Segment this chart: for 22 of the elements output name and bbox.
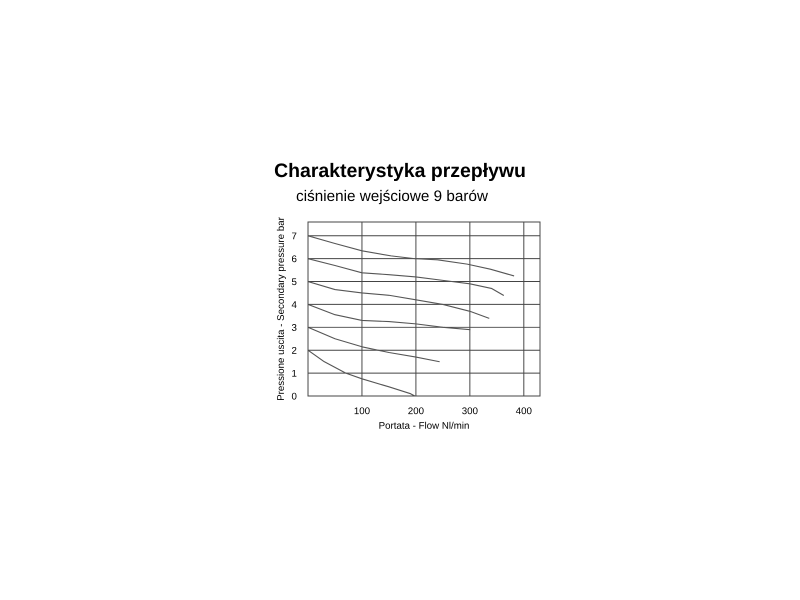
y-tick-label: 1 bbox=[292, 370, 296, 377]
y-tick-label: 2 bbox=[292, 346, 296, 354]
y-tick-label: 5 bbox=[292, 278, 296, 286]
x-tick-label: 200 bbox=[408, 407, 424, 414]
y-tick-label: 3 bbox=[292, 324, 296, 331]
line-series bbox=[308, 350, 416, 396]
y-tick-label: 6 bbox=[292, 255, 296, 262]
chart-subtitle: ciśnienie wejściowe 9 barów bbox=[296, 190, 488, 204]
chart-title: Charakterystyka przepływu bbox=[274, 162, 525, 182]
x-tick-label: 100 bbox=[354, 407, 370, 414]
y-tick-label: 0 bbox=[292, 392, 297, 400]
x-axis-title: Portata - Flow Nl/min bbox=[379, 422, 469, 429]
line-series bbox=[308, 280, 490, 319]
line-series bbox=[308, 304, 470, 330]
x-tick-label: 400 bbox=[516, 407, 532, 414]
y-axis-title: Pressione uscita - Secondary pressure bar bbox=[276, 217, 286, 400]
line-series bbox=[308, 235, 514, 276]
x-tick-label: 300 bbox=[462, 407, 478, 414]
y-tick-label: 4 bbox=[292, 301, 297, 308]
y-tick-label: 7 bbox=[292, 232, 296, 240]
line-series bbox=[308, 258, 504, 296]
line-series bbox=[308, 326, 440, 362]
